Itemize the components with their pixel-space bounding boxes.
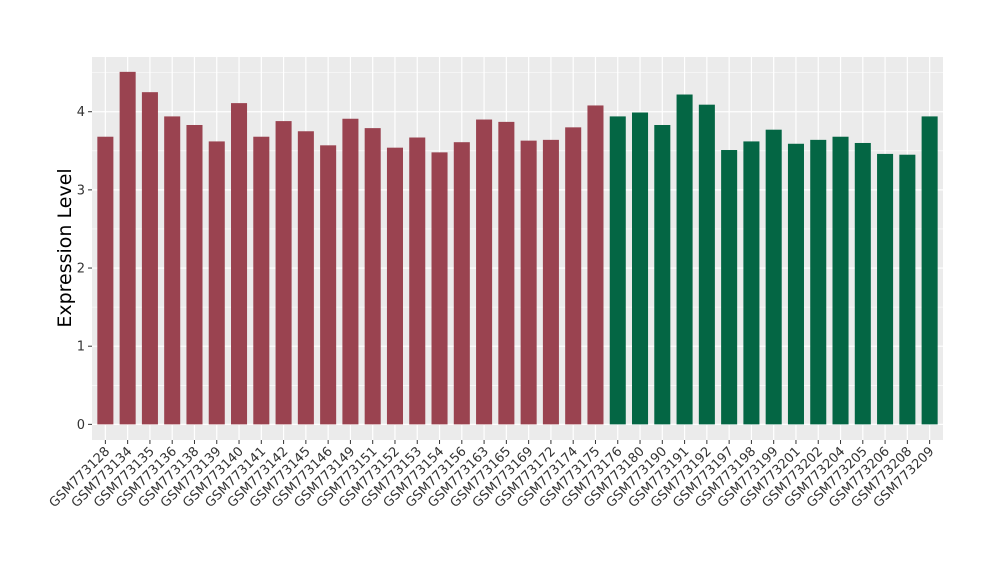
bar-GSM773138 — [186, 125, 203, 425]
bar-GSM773209 — [921, 116, 938, 425]
y-axis: 0 1 2 3 4 — [77, 105, 92, 433]
bar-GSM773140 — [231, 103, 248, 425]
bar-GSM773197 — [721, 150, 738, 425]
bar-GSM773152 — [386, 147, 403, 425]
bar-GSM773149 — [342, 118, 359, 425]
bar-GSM773202 — [810, 139, 827, 425]
bar-GSM773174 — [565, 127, 582, 425]
y-tick-label: 1 — [77, 340, 85, 355]
bar-GSM773165 — [498, 121, 515, 425]
bar-GSM773153 — [409, 137, 426, 425]
y-tick-label: 0 — [77, 418, 85, 433]
bar-GSM773180 — [632, 112, 649, 425]
bar-GSM773208 — [899, 154, 916, 425]
bar-GSM773172 — [542, 139, 559, 425]
bar-GSM773206 — [877, 153, 894, 425]
bar-GSM773146 — [320, 145, 337, 425]
y-tick-label: 4 — [77, 105, 85, 120]
bar-GSM773199 — [765, 129, 782, 425]
y-tick-label: 2 — [77, 262, 85, 277]
bar-GSM773151 — [364, 128, 381, 425]
bar-GSM773163 — [476, 119, 493, 425]
bar-GSM773176 — [609, 116, 626, 425]
bar-GSM773169 — [520, 140, 537, 425]
x-axis: GSM773128GSM773134GSM773135GSM773136GSM7… — [47, 440, 937, 511]
bar-GSM773128 — [97, 136, 114, 425]
bar-GSM773136 — [164, 116, 181, 425]
bar-GSM773190 — [654, 125, 671, 425]
bar-GSM773201 — [787, 143, 804, 425]
bars — [97, 71, 938, 425]
y-tick-label: 3 — [77, 183, 85, 198]
y-axis-title: Expression Level — [54, 168, 76, 327]
bar-GSM773191 — [676, 94, 693, 425]
bar-GSM773145 — [297, 131, 314, 425]
bar-GSM773175 — [587, 105, 604, 425]
bar-GSM773192 — [698, 104, 715, 425]
bar-GSM773135 — [141, 92, 158, 425]
bar-GSM773141 — [253, 136, 270, 425]
bar-GSM773134 — [119, 71, 136, 425]
bar-GSM773198 — [743, 141, 760, 425]
bar-GSM773154 — [431, 152, 448, 425]
bar-GSM773142 — [275, 121, 292, 425]
bar-GSM773205 — [854, 142, 871, 425]
bar-GSM773204 — [832, 136, 849, 425]
bar-GSM773139 — [208, 141, 225, 425]
bar-GSM773156 — [453, 142, 470, 425]
